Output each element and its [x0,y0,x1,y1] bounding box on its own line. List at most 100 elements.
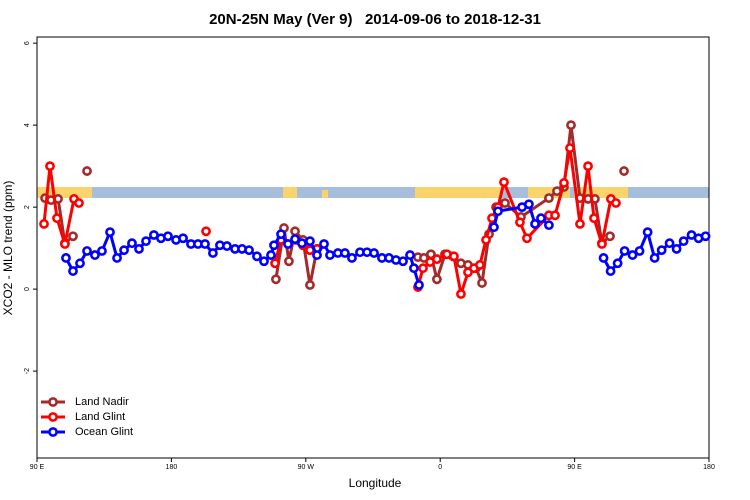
legend-marker [48,427,58,437]
point [499,177,509,188]
point [208,248,218,258]
legend-label: Land Glint [75,411,125,423]
point [68,231,78,242]
y-axis-label: XCO2 - MLO trend (ppm) [1,181,15,316]
point [269,240,279,251]
point [627,250,638,260]
point [347,253,357,263]
x-tick-label: 180 [166,464,178,471]
point [522,233,532,244]
point [605,266,616,276]
point [271,274,281,285]
y-tick-label: 2 [24,205,31,209]
y-tick-label: 6 [24,41,31,45]
point [127,238,137,249]
point [550,210,560,221]
point [369,248,379,258]
point [259,256,269,267]
chart-title: 20N-25N May (Ver 9) 2014-09-06 to 2018-1… [209,11,541,28]
point [566,120,576,131]
legend-marker [48,412,58,422]
point [432,254,442,265]
x-axis-label: Longitude [349,476,402,490]
point [409,263,419,274]
series-line [45,125,624,285]
x-tick-label: 90 E [30,464,45,471]
point [105,227,115,238]
point [500,198,510,208]
point [642,227,653,238]
point [493,206,503,217]
point [340,248,350,258]
point [530,219,540,229]
point [611,198,621,208]
point [52,213,62,224]
point [589,213,599,224]
point [612,258,623,269]
point [559,178,569,188]
point [297,238,307,249]
land-patch [528,187,570,198]
point [524,199,534,210]
point [201,226,211,237]
point [598,253,609,263]
y-tick-label: 4 [24,123,31,127]
point [605,231,615,242]
point [489,222,499,233]
legend-marker [48,397,58,407]
point [319,239,329,249]
point [575,219,585,229]
point [481,235,491,245]
point [244,245,254,256]
point [75,258,85,269]
point [163,231,173,242]
point [432,274,442,285]
point [398,256,408,267]
point [544,193,554,204]
point [45,161,55,172]
series-line [42,147,617,295]
point [200,239,210,249]
point [619,246,630,256]
point [82,246,92,256]
point [74,198,84,208]
point [178,233,188,244]
point [678,236,689,247]
legend: Land Nadir Land Glint Ocean Glint [41,396,133,438]
point [656,245,667,256]
x-tick-label: 0 [438,464,442,471]
point [649,253,660,263]
point [536,213,546,224]
point [418,263,428,274]
point [565,143,575,153]
point [97,246,107,256]
point [39,219,49,229]
point [700,231,711,242]
point [61,253,71,263]
y-tick-label: -2 [24,368,31,374]
point [325,250,335,260]
series [61,199,711,290]
point [119,245,129,256]
point [515,217,525,228]
land-patch [574,187,628,198]
plot-frame [36,36,710,459]
point [583,161,593,172]
point [405,250,415,260]
point [276,229,286,240]
ocean-band [37,187,709,198]
point [82,166,92,176]
point [112,253,122,263]
series [41,122,627,289]
point [305,236,315,247]
point [90,250,100,260]
point [664,238,675,249]
point [60,239,70,249]
point [544,220,554,231]
point [68,266,78,276]
point [134,244,144,254]
point [252,251,262,262]
y-tick-label: 0 [24,287,31,291]
point [414,280,424,290]
